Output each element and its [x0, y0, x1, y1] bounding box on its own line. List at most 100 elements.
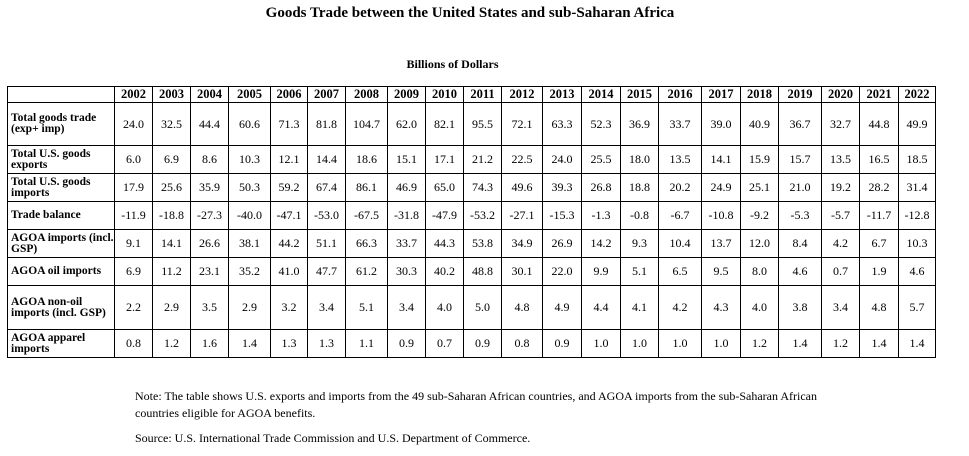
table-row: Total U.S. goods exports 6.0 6.9 8.6 10.3 12.…: [7, 145, 936, 174]
table-cell: 36.7: [778, 102, 822, 146]
table-cell: 10.3: [898, 229, 936, 258]
table-cell: 21.0: [778, 173, 822, 202]
table-cell: 4.4: [581, 285, 621, 330]
table-cell: 9.9: [581, 257, 621, 286]
table-cell: 1.0: [581, 329, 621, 358]
table-cell: 67.4: [307, 173, 346, 202]
table-cell: 1.3: [307, 329, 346, 358]
table-cell: 3.4: [307, 285, 346, 330]
table-cell: 0.9: [387, 329, 426, 358]
table-cell: 13.5: [658, 145, 702, 174]
table-cell: 44.4: [190, 102, 229, 146]
table-cell: 2.9: [228, 285, 271, 330]
table-cell: 25.1: [740, 173, 779, 202]
table-cell: 95.5: [463, 102, 502, 146]
table-cell: 81.8: [307, 102, 346, 146]
table-cell: 66.3: [345, 229, 388, 258]
trade-table: 2002 2003 2004 2005 2006 2007 2008 2009 2010 2011…: [7, 86, 936, 358]
table-cell: -1.3: [581, 201, 621, 230]
table-cell: 12.0: [740, 229, 779, 258]
table-cell: 23.1: [190, 257, 229, 286]
table-cell: 1.0: [658, 329, 702, 358]
table-row: AGOA non-oil imports (incl. GSP) 2.2 2.9 3.…: [7, 285, 936, 330]
year-header: 2018: [740, 86, 779, 103]
table-cell: 63.3: [542, 102, 582, 146]
year-header: 2011: [463, 86, 502, 103]
table-cell: 0.9: [463, 329, 502, 358]
row-label: AGOA imports (incl. GSP): [7, 229, 115, 258]
table-cell: 50.3: [228, 173, 271, 202]
table-cell: 1.0: [620, 329, 659, 358]
table-cell: 39.0: [701, 102, 741, 146]
table-cell: 2.9: [152, 285, 191, 330]
table-cell: 4.6: [898, 257, 936, 286]
table-cell: 13.5: [821, 145, 860, 174]
table-cell: 17.9: [114, 173, 153, 202]
year-header: 2014: [581, 86, 621, 103]
table-cell: 24.0: [542, 145, 582, 174]
table-cell: 46.9: [387, 173, 426, 202]
year-header: 2021: [859, 86, 899, 103]
table-cell: 4.2: [658, 285, 702, 330]
table-cell: 31.4: [898, 173, 936, 202]
table-cell: 4.9: [542, 285, 582, 330]
table-cell: -47.9: [425, 201, 464, 230]
table-cell: -47.1: [270, 201, 308, 230]
table-cell: 48.8: [463, 257, 502, 286]
row-label: Trade balance: [7, 201, 115, 230]
table-cell: 0.9: [542, 329, 582, 358]
table-cell: 35.9: [190, 173, 229, 202]
table-cell: -5.3: [778, 201, 822, 230]
table-cell: 41.0: [270, 257, 308, 286]
table-cell: 26.9: [542, 229, 582, 258]
table-row: AGOA apparel imports 0.8 1.2 1.6 1.4 1.3 1.3 1.…: [7, 329, 936, 358]
table-cell: 39.3: [542, 173, 582, 202]
year-header: 2019: [778, 86, 822, 103]
year-header: 2003: [152, 86, 191, 103]
table-cell: 6.9: [114, 257, 153, 286]
table-cell: 34.9: [501, 229, 543, 258]
table-cell: 1.2: [152, 329, 191, 358]
table-cell: 4.2: [821, 229, 860, 258]
table-cell: 0.7: [821, 257, 860, 286]
table-cell: 18.5: [898, 145, 936, 174]
year-header: 2012: [501, 86, 543, 103]
year-header: 2007: [307, 86, 346, 103]
table-cell: 5.1: [620, 257, 659, 286]
year-header-row: 2002 2003 2004 2005 2006 2007 2008 2009 2010 2011…: [7, 86, 936, 103]
table-cell: -11.9: [114, 201, 153, 230]
table-cell: 33.7: [658, 102, 702, 146]
row-label: AGOA apparel imports: [7, 329, 115, 358]
year-header: 2017: [701, 86, 741, 103]
table-cell: -9.2: [740, 201, 779, 230]
year-header: 2009: [387, 86, 426, 103]
table-cell: 59.2: [270, 173, 308, 202]
table-cell: 9.1: [114, 229, 153, 258]
table-cell: 44.2: [270, 229, 308, 258]
table-cell: 5.0: [463, 285, 502, 330]
table-cell: 1.6: [190, 329, 229, 358]
table-cell: 3.4: [387, 285, 426, 330]
table-cell: -31.8: [387, 201, 426, 230]
table-cell: 8.0: [740, 257, 779, 286]
table-cell: 32.7: [821, 102, 860, 146]
table-title: Goods Trade between the United States an…: [265, 5, 675, 21]
table-cell: -53.0: [307, 201, 346, 230]
table-cell: 1.2: [821, 329, 860, 358]
table-cell: 0.8: [501, 329, 543, 358]
table-cell: 1.0: [701, 329, 741, 358]
table-cell: 6.5: [658, 257, 702, 286]
table-cell: 44.8: [859, 102, 899, 146]
table-cell: 22.5: [501, 145, 543, 174]
table-cell: 4.0: [740, 285, 779, 330]
table-cell: -12.8: [898, 201, 936, 230]
table-cell: 3.5: [190, 285, 229, 330]
table-cell: 5.1: [345, 285, 388, 330]
table-cell: 3.2: [270, 285, 308, 330]
table-row: AGOA imports (incl. GSP) 9.1 14.1 26.6 38.1 4…: [7, 229, 936, 258]
table-cell: 22.0: [542, 257, 582, 286]
year-header: 2005: [228, 86, 271, 103]
table-cell: -5.7: [821, 201, 860, 230]
row-label: Total U.S. goods exports: [7, 145, 115, 174]
table-cell: 1.4: [228, 329, 271, 358]
